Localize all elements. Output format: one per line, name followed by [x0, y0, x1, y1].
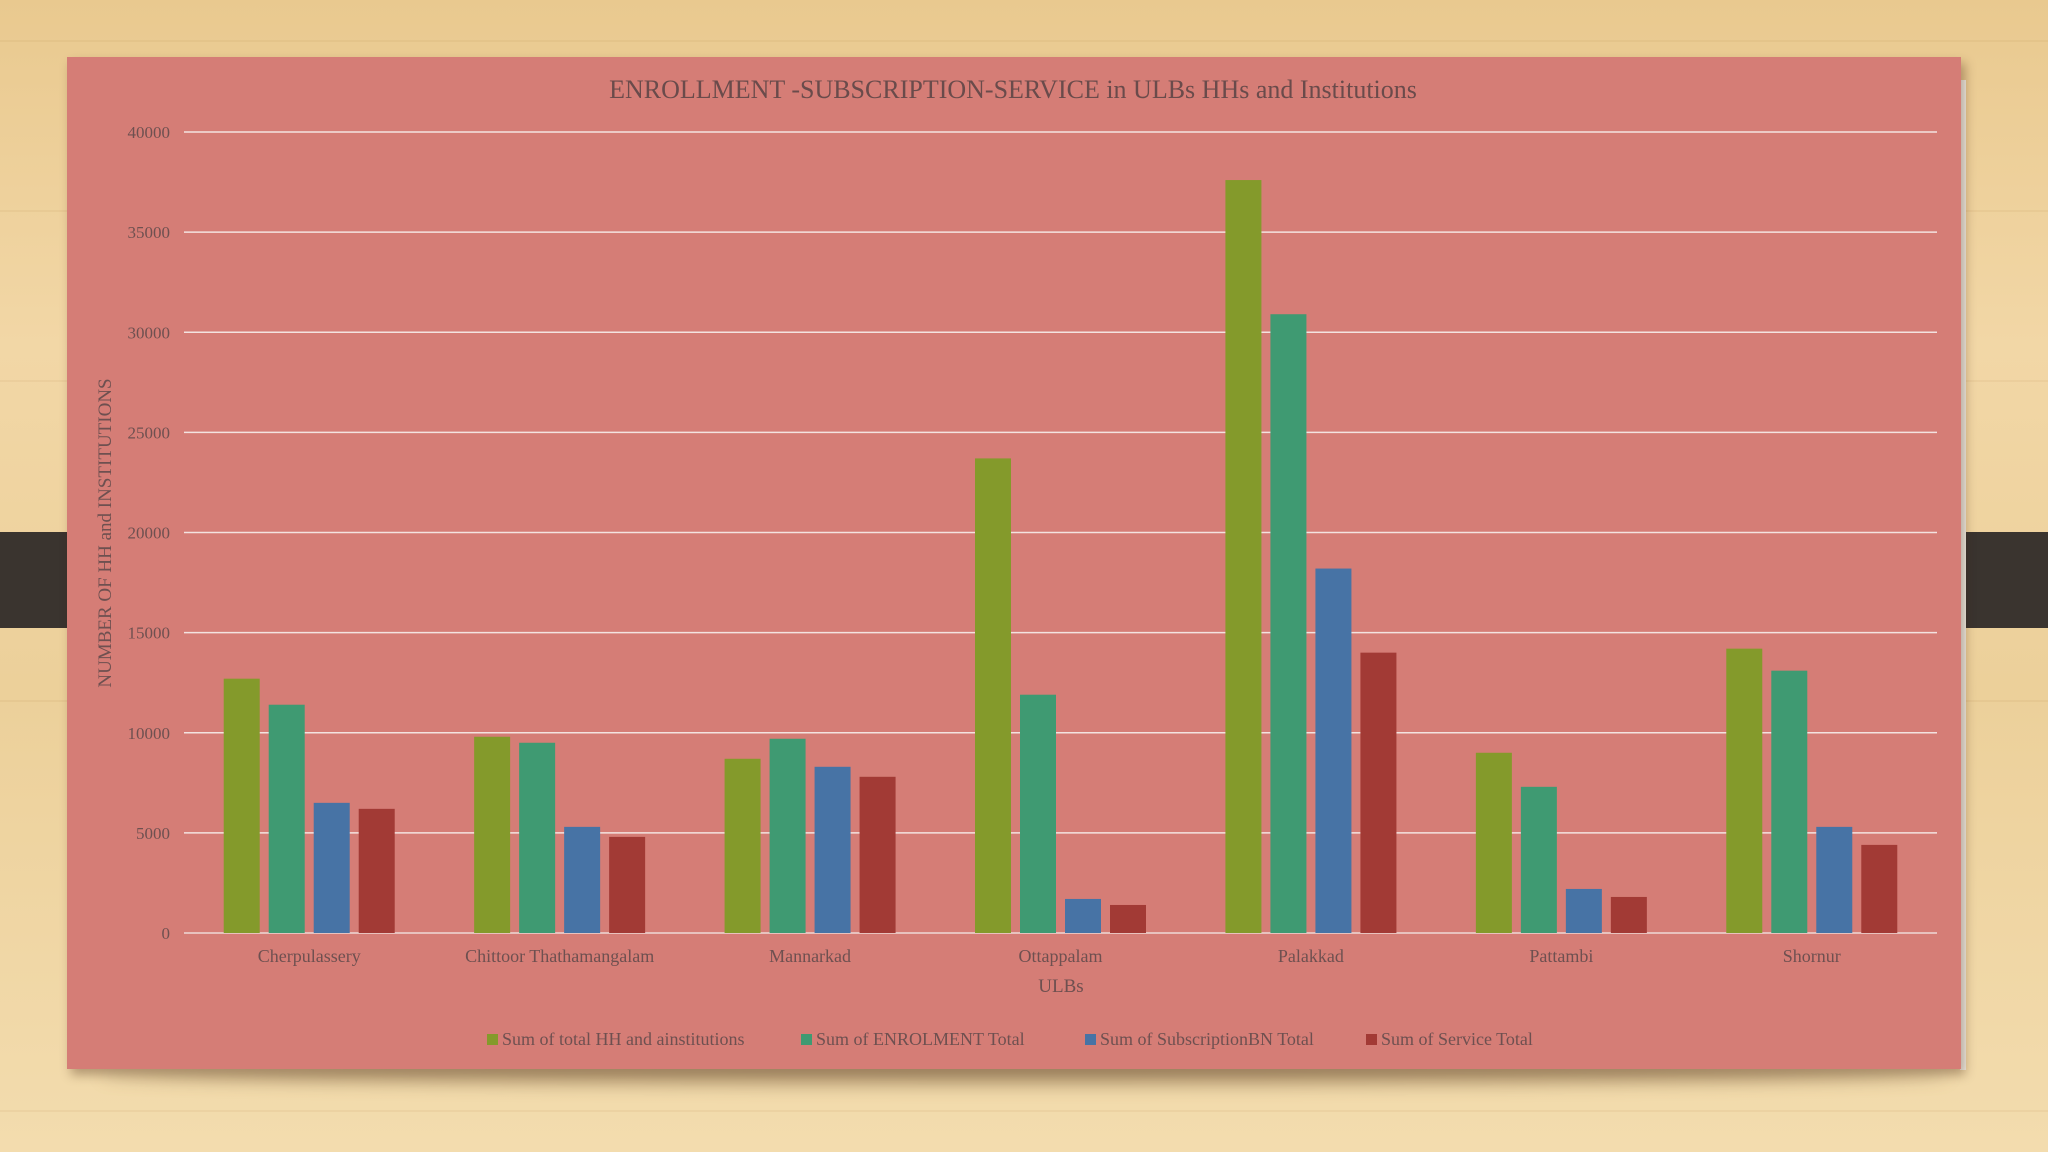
bar — [474, 736, 511, 933]
bar — [1565, 888, 1602, 933]
left-dark-band — [0, 532, 67, 628]
legend-label: Sum of ENROLMENT Total — [816, 1029, 1025, 1049]
x-category-labels: Cherpulassery Chittoor Thathamangalam Mann… — [258, 946, 1841, 966]
y-tick-label: 5000 — [136, 824, 170, 843]
x-category-label: Shornur — [1783, 946, 1841, 966]
bars — [223, 180, 1898, 933]
bar — [1610, 896, 1647, 933]
chart-title: ENROLLMENT -SUBSCRIPTION-SERVICE in ULBs… — [609, 75, 1417, 104]
bar — [1726, 648, 1763, 933]
y-tick-labels: 0 5000 10000 15000 20000 25000 30000 35000 40000 — [128, 123, 171, 943]
bar — [358, 808, 395, 933]
bar — [1520, 786, 1557, 933]
gridlines — [184, 131, 1937, 934]
bar — [975, 458, 1011, 933]
bar — [1110, 904, 1146, 933]
y-tick-label: 10000 — [128, 724, 171, 743]
y-tick-label: 35000 — [128, 223, 171, 242]
y-tick-label: 30000 — [128, 323, 171, 342]
y-axis-title: NUMBER OF HH and INSTITUTIONS — [95, 378, 116, 687]
x-category-label: Cherpulassery — [258, 946, 361, 966]
x-category-label: Mannarkad — [769, 946, 851, 966]
bar-chart: ENROLLMENT -SUBSCRIPTION-SERVICE in ULBs… — [95, 75, 1937, 1049]
x-axis-title: ULBs — [1038, 976, 1083, 997]
legend: Sum of total HH and ainstitutions Sum of … — [487, 1029, 1533, 1049]
bar — [814, 766, 851, 933]
x-category-label: Chittoor Thathamangalam — [465, 946, 654, 966]
y-tick-label: 25000 — [128, 423, 171, 442]
y-tick-label: 40000 — [128, 123, 171, 142]
chart-panel: ENROLLMENT -SUBSCRIPTION-SERVICE in ULBs… — [67, 57, 1961, 1069]
bar — [1771, 670, 1808, 933]
bar — [1270, 314, 1307, 933]
x-category-label: Ottappalam — [1019, 946, 1103, 966]
legend-swatch — [487, 1034, 498, 1045]
bar — [1861, 844, 1898, 933]
bar — [724, 758, 761, 933]
legend-swatch — [1366, 1034, 1377, 1045]
legend-item: Sum of SubscriptionBN Total — [1085, 1029, 1314, 1049]
y-tick-label: 20000 — [128, 524, 171, 543]
bar — [223, 678, 260, 933]
bar — [769, 738, 806, 933]
bar — [1315, 568, 1352, 933]
legend-label: Sum of SubscriptionBN Total — [1100, 1029, 1314, 1049]
bar — [1816, 826, 1853, 933]
legend-label: Sum of Service Total — [1381, 1029, 1533, 1049]
x-category-label: Pattambi — [1529, 946, 1593, 966]
legend-label: Sum of total HH and ainstitutions — [502, 1029, 745, 1049]
bar — [1020, 694, 1056, 933]
legend-item: Sum of ENROLMENT Total — [801, 1029, 1025, 1049]
y-tick-label: 15000 — [128, 624, 171, 643]
legend-item: Sum of total HH and ainstitutions — [487, 1029, 745, 1049]
bar — [564, 826, 601, 933]
bar — [1065, 898, 1101, 933]
bar — [1225, 180, 1262, 933]
bar — [1475, 752, 1512, 933]
paper-edge — [1960, 80, 1966, 1070]
bar — [268, 704, 305, 933]
legend-swatch — [1085, 1034, 1096, 1045]
right-dark-band — [1961, 532, 2048, 628]
bar — [313, 802, 350, 933]
y-tick-label: 0 — [162, 924, 171, 943]
legend-swatch — [801, 1034, 812, 1045]
x-category-label: Palakkad — [1278, 946, 1344, 966]
bar — [1360, 652, 1397, 933]
legend-item: Sum of Service Total — [1366, 1029, 1533, 1049]
bar — [609, 836, 646, 933]
bar — [859, 776, 896, 933]
panel-shadow — [100, 1066, 1950, 1086]
bar — [519, 742, 556, 933]
